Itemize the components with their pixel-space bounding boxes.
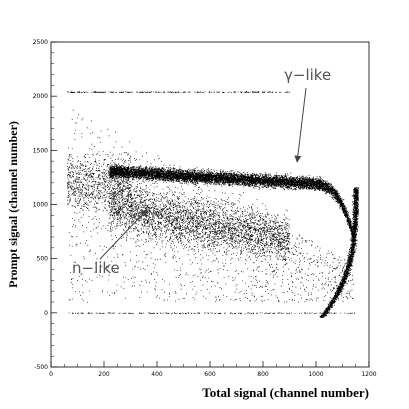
gamma-like-label: γ−like (284, 66, 331, 84)
x-tick-label: 1200 (361, 371, 376, 378)
y-axis-title: Prompt signal (channel number) (6, 121, 20, 288)
x-tick-label: 400 (151, 371, 163, 378)
x-tick-label: 1000 (308, 371, 323, 378)
y-tick-label: 1500 (33, 147, 48, 154)
x-tick-label: 0 (49, 371, 53, 378)
data-points (66, 91, 359, 318)
scatter-points (66, 91, 359, 318)
x-tick-label: 800 (257, 371, 269, 378)
axis-ticks: 0 200 400 600 800 1000 1200-500050010001500200… (33, 39, 377, 378)
y-tick-label: 0 (44, 310, 48, 317)
y-tick-label: 2500 (33, 39, 48, 46)
y-tick-label: 500 (37, 256, 49, 263)
x-tick-label: 600 (204, 371, 216, 378)
annotations: γ−like n−like (72, 66, 331, 277)
x-axis-title: Total signal (channel number) (202, 385, 369, 400)
x-tick-label: 200 (98, 371, 110, 378)
neutron-like-label: n−like (72, 259, 120, 277)
y-tick-label: 2000 (33, 93, 48, 100)
neutron-like-arrow (99, 208, 148, 260)
y-tick-label: -500 (34, 364, 48, 371)
y-tick-label: 1000 (33, 202, 48, 209)
gamma-like-arrow (294, 87, 307, 163)
